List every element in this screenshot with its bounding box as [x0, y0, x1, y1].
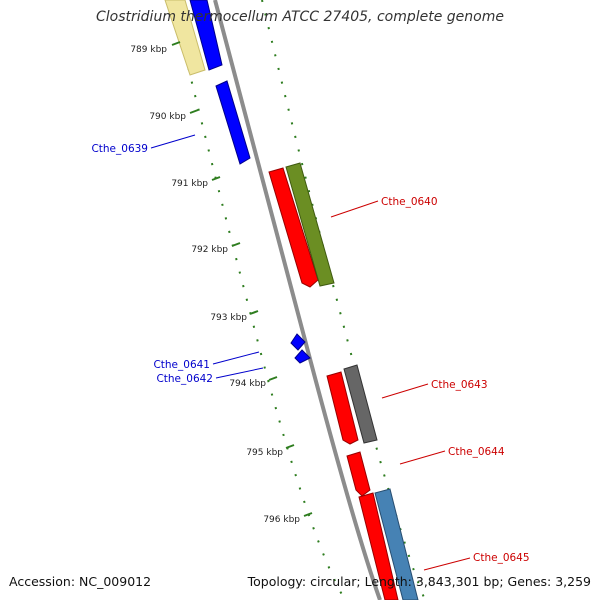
gene-leader-line [150, 134, 196, 149]
tick-label: 796 kbp [263, 515, 300, 525]
inner-tick-guide [171, 0, 346, 600]
gene-feature-cthe-0640 [268, 167, 319, 288]
gene-label-cthe-0640[interactable]: Cthe_0640 [381, 196, 438, 208]
gene-leader-line [215, 367, 264, 379]
gene-feature-top-yellow [164, 0, 206, 76]
gene-leader-line [423, 557, 471, 571]
genome-backbone [213, 0, 382, 600]
tick-label: 794 kbp [229, 379, 266, 389]
gene-feature-cthe-0643 [326, 371, 359, 445]
genome-title: Clostridium thermocellum ATCC 27405, com… [96, 9, 504, 25]
tick-mark [303, 512, 313, 517]
topology-text: Topology: circular; Length: 3,843,301 bp… [247, 574, 591, 589]
gene-label-cthe-0642[interactable]: Cthe_0642 [156, 373, 213, 385]
gene-feature-cthe-0644 [346, 451, 371, 497]
tick-label: 791 kbp [171, 179, 208, 189]
gene-feature-cthe-0645 [358, 492, 399, 600]
tick-mark [211, 176, 221, 181]
gene-label-cthe-0643[interactable]: Cthe_0643 [431, 379, 488, 391]
outer-tick-guide [261, 0, 426, 600]
tick-label: 793 kbp [210, 313, 247, 323]
tick-mark [249, 310, 259, 315]
gene-feature-top-blue [189, 0, 223, 71]
tick-mark [285, 444, 295, 449]
tick-label: 795 kbp [246, 448, 283, 458]
tick-mark [268, 376, 278, 381]
tick-mark [189, 109, 199, 114]
gene-feature-cthe-0641 [290, 333, 306, 351]
accession-text: Accession: NC_009012 [9, 574, 152, 589]
gene-leader-line [399, 450, 446, 465]
tick-label: 790 kbp [149, 112, 186, 122]
gene-label-cthe-0641[interactable]: Cthe_0641 [153, 359, 210, 371]
tick-mark [231, 242, 241, 247]
tick-label: 792 kbp [191, 245, 228, 255]
gene-label-cthe-0645[interactable]: Cthe_0645 [473, 552, 530, 564]
gene-feature-cthe-0642 [294, 349, 311, 364]
tick-marks [171, 41, 313, 517]
gene-leader-line [212, 351, 260, 365]
gene-label-cthe-0639[interactable]: Cthe_0639 [91, 143, 148, 155]
gene-leader-line [381, 383, 429, 399]
gene-label-cthe-0644[interactable]: Cthe_0644 [448, 446, 505, 458]
tick-mark [171, 41, 181, 46]
gene-feature-grey [343, 364, 378, 444]
gene-leader-line [330, 200, 379, 218]
tick-label: 789 kbp [130, 45, 167, 55]
gene-feature-cthe-0639 [215, 80, 251, 165]
gene-feature-olive [285, 162, 335, 287]
gene-feature-steelblue [374, 488, 419, 600]
